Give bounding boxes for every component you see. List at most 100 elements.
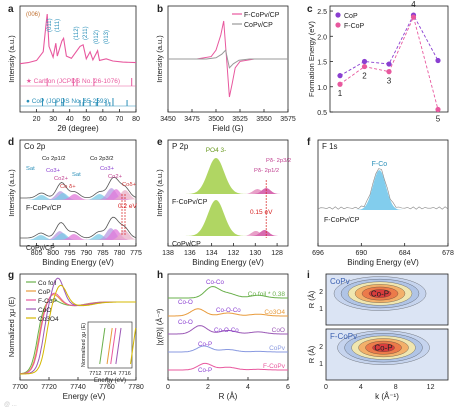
d-peak-label-1: Co 2p1/2 [42, 156, 66, 162]
b-legend-label-0: F-CoPv/CP [244, 12, 280, 19]
a-xlabel: 2θ (degree) [57, 124, 99, 133]
i-xtick-label-3: 12 [427, 384, 435, 391]
c-point-1-4 [435, 106, 441, 113]
b-xtick-label-0: 3450 [160, 116, 176, 123]
f-title: F 1s [322, 142, 338, 151]
epr-line-0 [168, 20, 288, 98]
e-xtick-label-2: 134 [206, 250, 218, 257]
d-xtick-label-1: 800 [47, 250, 59, 257]
panel-label-d: d [8, 137, 14, 148]
d-xtick-label-0: 805 [31, 250, 43, 257]
i-ytick-label-0-0: 1 [319, 306, 323, 313]
h-peak-label-3: Co-O [178, 319, 193, 326]
d-component-bottom-5 [20, 228, 136, 240]
d-component-top-3 [20, 194, 136, 200]
d-shift-label: 0.2 eV [118, 203, 137, 210]
d-peak-label-7: Co3+ [100, 166, 115, 172]
f-xtick-label-1: 690 [355, 250, 367, 257]
g-ylabel: Normalized χμ (E) [7, 296, 16, 357]
panel-a-frame [19, 5, 137, 113]
b-xtick-label-1: 3475 [184, 116, 200, 123]
e-po4-fill-bottom [168, 200, 288, 236]
g-xlabel: Energy (eV) [63, 392, 106, 401]
h-xtick-label-1: 2 [206, 384, 210, 391]
h-series-label-4: F-CoPv [263, 363, 286, 370]
g-xtick-label-3: 7760 [99, 384, 115, 391]
e-p-threehalf-top [244, 188, 283, 194]
a-xtick-label-3: 50 [82, 116, 90, 123]
d-series-label-top: F-CoPv/CP [26, 205, 62, 212]
g-xtick-label-2: 7740 [70, 384, 86, 391]
d-series-label-bottom: CoPv/CP [26, 245, 55, 252]
legend-carbon: ★ Carbon (JCPDS No. 26-1076) [26, 77, 120, 85]
i-contour-1-5 [372, 343, 395, 352]
b-xtick-label-2: 3500 [208, 116, 224, 123]
f-peak-label: F-Co [372, 161, 388, 168]
d-xtick-label-4: 785 [97, 250, 109, 257]
d-xtick-label-2: 795 [64, 250, 76, 257]
c-point-0-0 [337, 73, 343, 79]
panel-label-g: g [8, 270, 14, 281]
c-ytick-label-2: 1.5 [317, 60, 327, 67]
d-xtick-label-5: 780 [114, 250, 126, 257]
c-point-0-1 [361, 58, 368, 65]
d-component-top-0 [20, 195, 136, 200]
d-peak-label-4: Co δ+ [60, 184, 76, 190]
panel-label-c: c [307, 4, 313, 15]
g-legend-label-4: Co3O4 [38, 316, 59, 323]
e-xtick-label-4: 130 [249, 250, 261, 257]
panel-d-frame [19, 139, 137, 247]
g-xtick-label-4: 7780 [128, 384, 144, 391]
h-series-label-1: Co3O4 [264, 309, 285, 316]
i-contour-0-5 [368, 289, 392, 298]
panel-label-e: e [157, 137, 163, 148]
d-peak-label-9: Coδ+ [122, 182, 137, 188]
xrd-peak-label-6: (013) [104, 30, 110, 44]
e-xlabel: Binding Energy (eV) [192, 258, 264, 267]
c-legend-label-0: CoP [344, 13, 358, 20]
h-peak-label-6: Co-P [198, 367, 212, 374]
b-xlabel: Field (G) [212, 124, 243, 133]
f-xtick-label-3: 678 [442, 250, 454, 257]
xrd-pattern-line [19, 13, 137, 65]
f-xtick-label-2: 684 [399, 250, 411, 257]
d-component-top-5 [20, 188, 136, 200]
c-ytick-label-0: 0.5 [317, 110, 327, 117]
panel-label-f: f [307, 137, 311, 148]
e-series-label-top: F-CoPv/CP [172, 199, 208, 206]
e-po4-label: PO4 3- [206, 147, 227, 154]
g-xtick-label-0: 7700 [12, 384, 28, 391]
h-series-label-2: CoO [272, 327, 285, 334]
e-xtick-label-5: 128 [271, 250, 283, 257]
g-inset-xlabel: Energy (eV) [94, 378, 126, 384]
e-xtick-label-3: 132 [228, 250, 240, 257]
xrd-peak-label-3: (112) [74, 26, 80, 40]
e-ylabel: Intensity (a.u.) [155, 169, 164, 217]
d-component-top-7 [20, 190, 136, 200]
panel-label-a: a [8, 4, 14, 15]
g-legend-label-3: CoO [38, 307, 51, 314]
i-map-feature-0: Co-P [371, 290, 389, 299]
xrd-peak-label-2: (111) [55, 19, 61, 32]
e-label-half: Pδ- 2p1/2 [254, 168, 279, 174]
i-xlabel: k (Å⁻¹) [375, 392, 399, 401]
g-inset-line-0 [99, 327, 106, 365]
e-label-threehalf: Pδ- 2p3/2 [266, 158, 291, 164]
i-xtick-label-0: 0 [324, 384, 328, 391]
d-ylabel: Intensity (a.u.) [7, 169, 16, 217]
g-inset-ylabel: Normalized χμ (E) [81, 323, 87, 367]
e-p-threehalf-bottom [244, 230, 283, 236]
c-site-label-2: 3 [387, 77, 392, 86]
c-ylabel: Formation Energy (eV) [307, 21, 316, 97]
b-xtick-label-3: 3525 [232, 116, 248, 123]
e-xtick-label-0: 138 [162, 250, 174, 257]
d-xtick-label-6: 775 [130, 250, 142, 257]
c-point-0-2 [386, 61, 392, 67]
d-envelope-bottom [20, 216, 137, 239]
i-map-feature-1: Co-P [374, 344, 392, 353]
h-series-line-1 [168, 308, 288, 317]
h-series-label-0: Co foil * 0.38 [248, 291, 286, 298]
a-xtick-label-5: 70 [116, 116, 124, 123]
d-xlabel: Binding Energy (eV) [42, 258, 114, 267]
i-ytick-label-0-1: 2 [319, 289, 323, 296]
